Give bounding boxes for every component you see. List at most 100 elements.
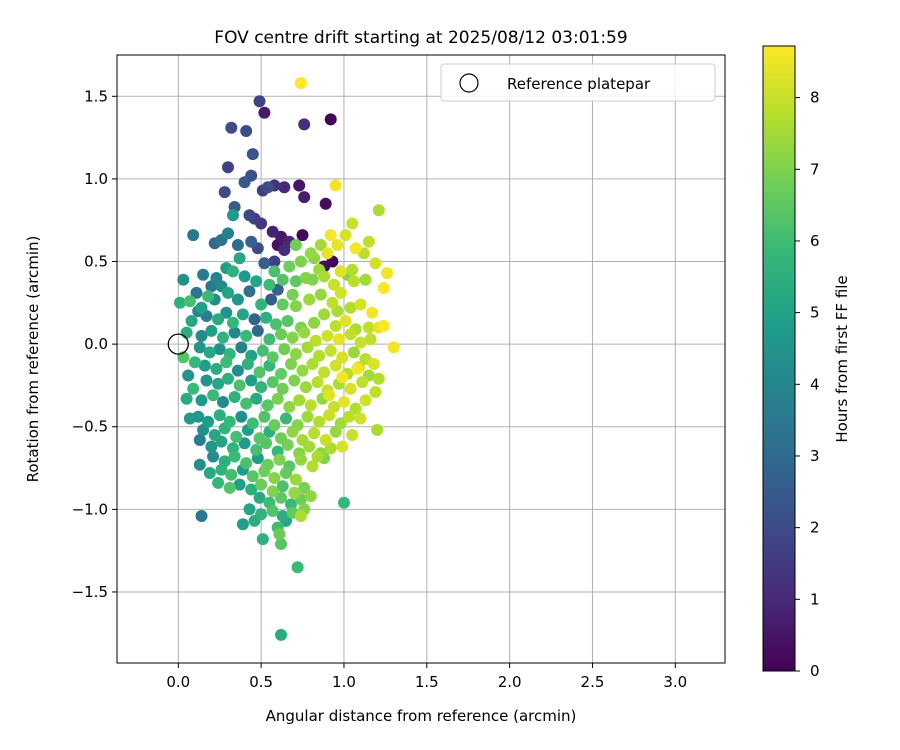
x-tick-label: 2.5 (581, 673, 605, 691)
scatter-point (258, 410, 271, 423)
scatter-point (243, 285, 256, 298)
scatter-point (354, 298, 367, 311)
scatter-point (218, 186, 231, 199)
scatter-point (268, 265, 281, 278)
scatter-point (203, 467, 216, 479)
scatter-point (342, 410, 355, 423)
colorbar-tick-label: 6 (810, 232, 820, 250)
scatter-point (240, 329, 253, 342)
scatter-point (266, 505, 279, 517)
scatter-point (296, 229, 309, 242)
scatter-point (261, 181, 274, 194)
scatter-point (359, 394, 372, 407)
scatter-point (255, 381, 268, 394)
scatter-point (334, 265, 347, 278)
scatter-point (222, 372, 234, 385)
scatter-point (326, 296, 339, 309)
scatter-point (311, 450, 324, 463)
scatter-point (238, 176, 251, 189)
scatter-point (372, 204, 385, 217)
scatter-point (362, 321, 375, 334)
scatter-point (276, 273, 289, 286)
scatter-point (248, 313, 261, 326)
scatter-point (308, 427, 321, 440)
scatter-point (187, 382, 200, 395)
scatter-point (283, 400, 296, 413)
scatter-point (329, 179, 342, 192)
scatter-point (227, 316, 239, 329)
scatter-point (371, 424, 384, 436)
scatter-point (245, 483, 258, 496)
scatter-point (205, 324, 218, 337)
scatter-point (346, 217, 359, 230)
scatter-point (311, 376, 324, 389)
scatter-point (331, 239, 344, 251)
scatter-point (280, 412, 292, 425)
scatter-point (265, 293, 278, 306)
scatter-point (253, 95, 266, 108)
x-tick-label: 1.0 (332, 673, 356, 691)
scatter-point (250, 443, 263, 456)
scatter-point (246, 417, 259, 430)
x-tick-label: 3.0 (663, 673, 687, 691)
colorbar-label: Hours from first FF file (833, 275, 851, 442)
scatter-point (245, 235, 258, 248)
scatter-point (387, 341, 400, 354)
legend: Reference platepar (440, 63, 716, 102)
colorbar-tick-label: 8 (810, 89, 820, 107)
scatter-point (289, 239, 302, 251)
scatter-point (351, 362, 364, 375)
colorbar-ticks: 0 1 2 3 4 5 6 7 8 (795, 89, 820, 680)
scatter-point (291, 561, 304, 574)
scatter-point (183, 412, 196, 425)
scatter-point (195, 329, 208, 342)
scatter-point (362, 235, 375, 248)
scatter-point (313, 349, 326, 362)
scatter-point (268, 255, 281, 268)
y-tick-label: 0.0 (84, 335, 108, 353)
scatter-point (334, 286, 347, 299)
scatter-point (246, 470, 259, 483)
scatter-point (293, 179, 306, 192)
scatter-point (289, 300, 302, 313)
y-tick-label: −0.5 (72, 418, 108, 436)
scatter-point (258, 465, 271, 478)
scatter-point (231, 293, 244, 306)
scatter-point (303, 293, 316, 306)
scatter-point (304, 247, 317, 260)
scatter-point (296, 364, 309, 377)
scatter-point (318, 308, 331, 321)
scatter-point (294, 77, 307, 90)
scatter-point (253, 491, 266, 504)
scatter-point (333, 333, 345, 346)
scatter-point (213, 343, 226, 356)
scatter-point (198, 359, 211, 372)
scatter-point (273, 528, 286, 541)
scatter-point (275, 328, 287, 341)
scatter-point (183, 295, 196, 308)
scatter-point (347, 275, 360, 288)
scatter-point (338, 396, 350, 408)
scatter-point (301, 410, 314, 423)
scatter-point (286, 331, 299, 344)
scatter-point (245, 374, 258, 387)
scatter-point (276, 382, 289, 395)
scatter-point (180, 326, 193, 339)
scatter-point (366, 306, 379, 319)
scatter-point (306, 460, 319, 473)
scatter-point (323, 389, 336, 402)
scatter-point (318, 270, 331, 283)
scatter-point (334, 417, 347, 430)
scatter-point (275, 538, 287, 550)
scatter-point (367, 358, 380, 370)
scatter-point (309, 334, 322, 347)
scatter-point (299, 381, 312, 394)
scatter-point (266, 225, 279, 238)
scatter-point (240, 457, 253, 470)
scatter-point (324, 344, 337, 357)
scatter-points (174, 77, 400, 641)
scatter-point (278, 181, 291, 194)
scatter-point (240, 397, 253, 410)
scatter-point (286, 425, 299, 438)
scatter-point (174, 296, 186, 309)
